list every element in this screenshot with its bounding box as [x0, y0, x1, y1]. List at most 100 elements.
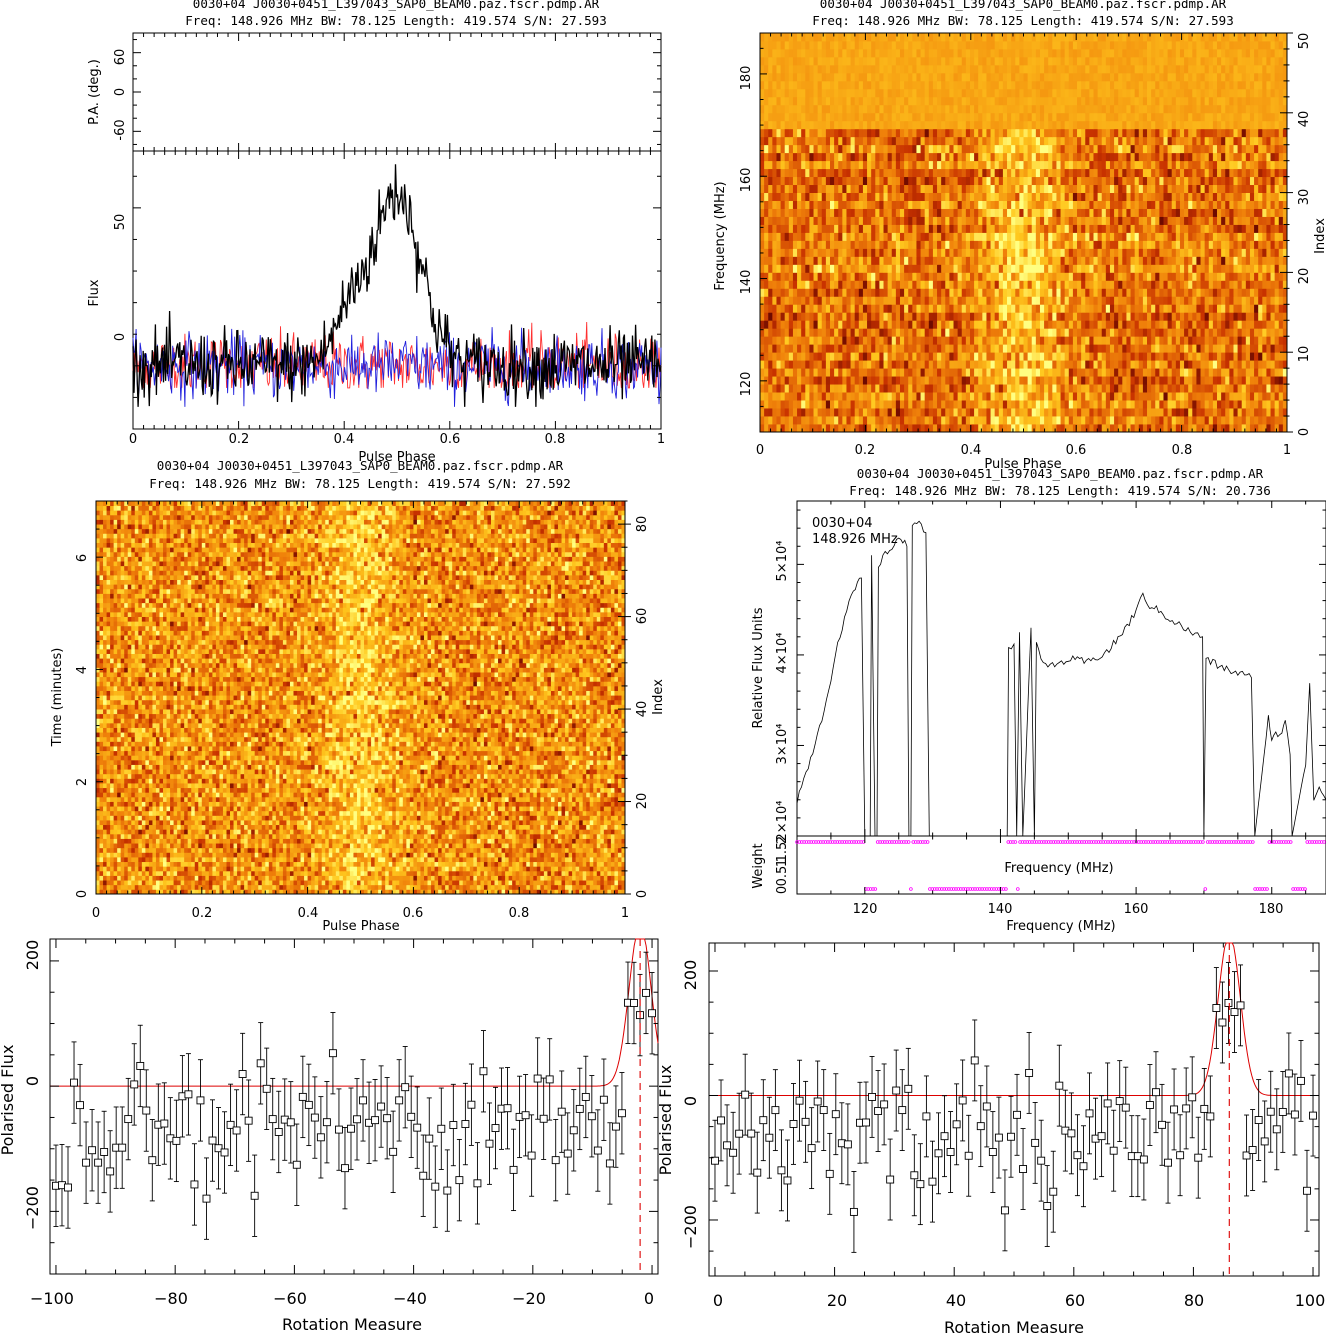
- heat-cell: [941, 264, 946, 273]
- heat-cell: [1208, 160, 1214, 170]
- heat-cell: [961, 280, 967, 289]
- heat-cell: [768, 320, 773, 329]
- heat-cell: [928, 312, 934, 321]
- heat-cell: [1114, 136, 1119, 146]
- heat-cell: [1196, 312, 1201, 321]
- heat-cell: [1027, 208, 1033, 217]
- heat-cell: [1130, 224, 1136, 233]
- heat-cell: [760, 376, 765, 385]
- heat-cell: [1105, 280, 1111, 289]
- heat-cell: [1027, 264, 1033, 273]
- heat-cell: [1134, 208, 1140, 217]
- heat-cell: [937, 144, 942, 154]
- heat-cell: [797, 400, 802, 409]
- heat-cell: [982, 392, 987, 401]
- heat-cell: [829, 208, 835, 217]
- heat-cell: [1060, 408, 1066, 417]
- heat-cell: [1204, 376, 1210, 385]
- heat-cell: [1101, 296, 1107, 305]
- heat-cell: [969, 344, 975, 353]
- heat-cell: [1274, 192, 1280, 201]
- heat-cell: [792, 360, 798, 369]
- heat-cell: [969, 208, 975, 217]
- heat-cell: [1060, 152, 1066, 162]
- heat-cell: [1159, 216, 1164, 225]
- heat-cell: [1044, 344, 1049, 353]
- heat-cell: [1134, 264, 1140, 273]
- heat-cell: [801, 160, 806, 170]
- heat-cell: [945, 160, 950, 170]
- heat-cell: [1044, 416, 1049, 425]
- heat-cell: [1130, 376, 1136, 385]
- heat-cell: [1204, 408, 1210, 417]
- heat-cell: [850, 416, 856, 425]
- heat-cell: [1212, 264, 1218, 273]
- heat-cell: [1081, 360, 1086, 369]
- heat-cell: [792, 200, 798, 209]
- heat-cell: [1035, 136, 1041, 146]
- heat-cell: [1134, 272, 1140, 281]
- heat-cell: [1142, 360, 1148, 369]
- heat-cell: [1097, 152, 1103, 162]
- heat-cell: [1155, 176, 1160, 186]
- heat-cell: [891, 216, 897, 225]
- heat-cell: [908, 200, 913, 209]
- heat-cell: [961, 312, 967, 321]
- heat-cell: [899, 216, 905, 225]
- heat-cell: [949, 184, 954, 193]
- heat-cell: [994, 248, 1000, 257]
- heat-cell: [1204, 320, 1210, 329]
- heat-cell: [1118, 224, 1123, 233]
- heat-cell: [1208, 168, 1214, 178]
- heat-cell: [1192, 288, 1197, 297]
- heat-cell: [1118, 240, 1123, 249]
- heat-cell: [1122, 168, 1127, 178]
- heat-cell: [1093, 256, 1099, 265]
- heat-cell: [784, 240, 790, 249]
- heat-cell: [1221, 328, 1226, 337]
- heat-cell: [990, 384, 996, 393]
- heat-cell: [1254, 248, 1259, 257]
- heat-cell: [1126, 176, 1131, 186]
- heat-cell: [1019, 352, 1024, 361]
- heat-cell: [1171, 272, 1177, 281]
- heat-cell: [1167, 344, 1173, 353]
- heat-cell: [1192, 200, 1197, 209]
- heat-cell: [1266, 200, 1271, 209]
- heat-cell: [965, 200, 971, 209]
- heat-cell: [1002, 312, 1008, 321]
- heat-cell: [982, 200, 987, 209]
- heat-cell: [838, 336, 843, 345]
- heat-cell: [1002, 160, 1008, 170]
- heat-cell: [1126, 216, 1131, 225]
- heat-cell: [1237, 416, 1243, 425]
- heat-cell: [1105, 312, 1111, 321]
- heat-cell: [1221, 296, 1226, 305]
- heat-cell: [780, 416, 786, 425]
- heat-cell: [871, 200, 876, 209]
- heat-cell: [998, 304, 1004, 313]
- heat-cell: [965, 168, 971, 178]
- heat-cell: [1175, 136, 1181, 146]
- heat-cell: [776, 248, 781, 257]
- heat-cell: [1039, 416, 1045, 425]
- heat-cell: [797, 280, 802, 289]
- heat-cell: [1212, 152, 1218, 162]
- heat-cell: [784, 336, 790, 345]
- heat-cell: [978, 320, 983, 329]
- heat-cell: [1023, 176, 1029, 186]
- heat-cell: [969, 224, 975, 233]
- heat-cell: [1072, 400, 1078, 409]
- heat-cell: [1101, 232, 1107, 241]
- heat-cell: [998, 416, 1004, 425]
- heat-cell: [928, 256, 934, 265]
- heat-cell: [879, 424, 884, 433]
- heat-cell: [1023, 368, 1029, 377]
- freq-phase-header-line2: Freq: 148.926 MHz BW: 78.125 Length: 419…: [812, 13, 1233, 28]
- heat-cell: [1278, 168, 1284, 178]
- heat-cell: [891, 408, 897, 417]
- heat-cell: [891, 168, 897, 178]
- heat-cell: [924, 296, 930, 305]
- heat-cell: [1114, 272, 1119, 281]
- heat-cell: [932, 424, 938, 433]
